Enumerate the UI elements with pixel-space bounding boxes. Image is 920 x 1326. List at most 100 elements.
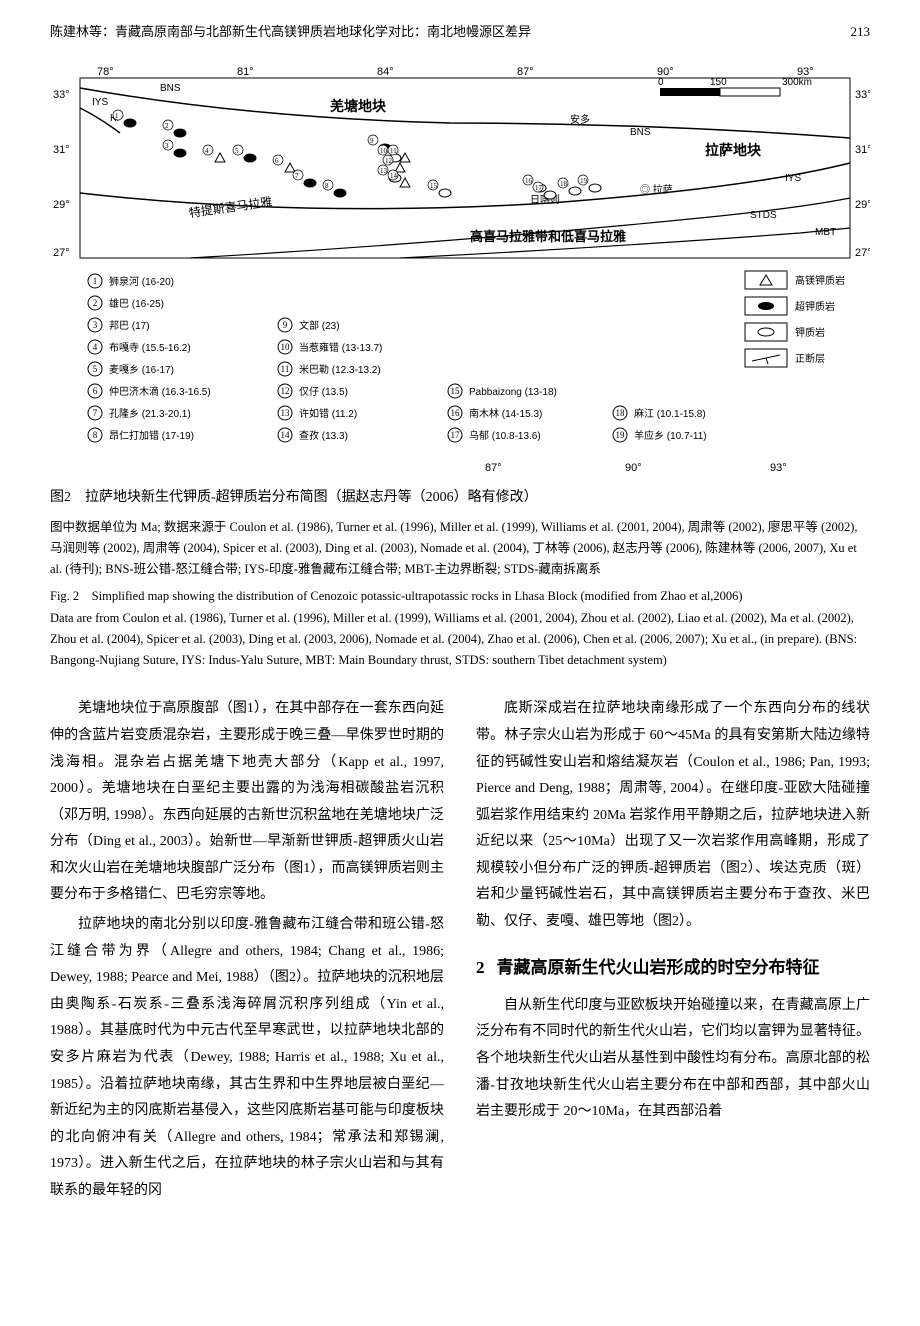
svg-text:87°: 87° <box>485 462 502 473</box>
svg-text:31°: 31° <box>53 144 70 156</box>
svg-text:19: 19 <box>580 177 588 185</box>
svg-text:狮泉河 (16-20): 狮泉河 (16-20) <box>109 275 174 288</box>
svg-text:31°: 31° <box>855 144 870 156</box>
left-column: 羌塘地块位于高原腹部（图1），在其中部存在一套东西向延伸的含蓝片岩变质混杂岩，主… <box>50 696 444 1207</box>
svg-text:16: 16 <box>525 177 533 185</box>
caption-en-detail: Data are from Coulon et al. (1986), Turn… <box>50 608 870 672</box>
figure-caption: 图2 拉萨地块新生代钾质-超钾质岩分布简图（据赵志丹等（2006）略有修改） 图… <box>50 485 870 671</box>
body-paragraph: 自从新生代印度与亚欧板块开始碰撞以来，在青藏高原上广泛分布有不同时代的新生代火山… <box>476 993 870 1126</box>
svg-text:3: 3 <box>165 142 169 150</box>
svg-text:33°: 33° <box>855 89 870 101</box>
svg-text:5: 5 <box>235 147 239 155</box>
svg-text:17: 17 <box>451 430 461 440</box>
body-paragraph: 羌塘地块位于高原腹部（图1），在其中部存在一套东西向延伸的含蓝片岩变质混杂岩，主… <box>50 696 444 909</box>
svg-text:33°: 33° <box>53 89 70 101</box>
svg-text:13: 13 <box>380 167 388 175</box>
svg-text:18: 18 <box>616 408 626 418</box>
svg-text:6: 6 <box>93 386 98 396</box>
svg-text:14: 14 <box>281 430 291 440</box>
page-number: 213 <box>851 20 871 43</box>
svg-text:IYS: IYS <box>785 173 801 184</box>
svg-text:78°: 78° <box>97 66 114 78</box>
svg-text:7: 7 <box>295 172 299 180</box>
svg-text:◎ 拉萨: ◎ 拉萨 <box>640 183 673 196</box>
svg-text:1: 1 <box>115 112 119 120</box>
svg-text:仅仔 (13.5): 仅仔 (13.5) <box>299 386 348 398</box>
svg-text:29°: 29° <box>855 199 870 211</box>
svg-text:羌塘地块: 羌塘地块 <box>330 98 387 115</box>
svg-text:特提斯喜马拉雅: 特提斯喜马拉雅 <box>188 194 273 221</box>
svg-text:许如错 (11.2): 许如错 (11.2) <box>299 407 357 420</box>
svg-text:2: 2 <box>165 122 169 130</box>
svg-text:11: 11 <box>390 147 397 155</box>
svg-text:雄巴 (16-25): 雄巴 (16-25) <box>109 297 164 310</box>
svg-text:19: 19 <box>616 430 626 440</box>
svg-text:150: 150 <box>710 77 727 88</box>
svg-text:0: 0 <box>658 77 664 88</box>
svg-text:麻江 (10.1-15.8): 麻江 (10.1-15.8) <box>634 407 706 420</box>
svg-text:5: 5 <box>93 364 98 374</box>
svg-text:10: 10 <box>380 147 388 155</box>
svg-text:羊应乡 (10.7-11): 羊应乡 (10.7-11) <box>634 429 707 442</box>
caption-en-title: Fig. 2 Simplified map showing the distri… <box>50 586 870 607</box>
svg-text:15: 15 <box>430 182 438 190</box>
svg-text:拉萨地块: 拉萨地块 <box>705 142 762 159</box>
svg-text:4: 4 <box>93 342 98 352</box>
svg-text:高喜马拉雅带和低喜马拉雅: 高喜马拉雅带和低喜马拉雅 <box>470 229 626 244</box>
svg-text:14: 14 <box>390 172 398 180</box>
svg-text:MBT: MBT <box>815 227 836 238</box>
svg-text:查孜 (13.3): 查孜 (13.3) <box>299 429 348 442</box>
svg-text:16: 16 <box>451 408 461 418</box>
svg-text:13: 13 <box>281 408 291 418</box>
svg-text:IYS: IYS <box>92 97 108 108</box>
body-paragraph: 底斯深成岩在拉萨地块南缘形成了一个东西向分布的线状带。林子宗火山岩为形成于 60… <box>476 696 870 935</box>
svg-text:29°: 29° <box>53 199 70 211</box>
svg-text:18: 18 <box>560 180 568 188</box>
svg-text:STDS: STDS <box>750 210 777 221</box>
svg-text:84°: 84° <box>377 66 394 78</box>
iys-suture <box>80 163 850 209</box>
svg-text:孔隆乡 (21.3-20.1): 孔隆乡 (21.3-20.1) <box>109 407 191 420</box>
svg-text:仲巴济木滴 (16.3-16.5): 仲巴济木滴 (16.3-16.5) <box>109 385 211 398</box>
svg-text:2: 2 <box>93 298 98 308</box>
section-number: 2 <box>476 954 485 981</box>
running-title: 陈建林等：青藏高原南部与北部新生代高镁钾质岩地球化学对比：南北地幔源区差异 <box>50 20 531 43</box>
page-header: 陈建林等：青藏高原南部与北部新生代高镁钾质岩地球化学对比：南北地幔源区差异 21… <box>50 20 870 43</box>
svg-text:27°: 27° <box>855 247 870 259</box>
svg-text:9: 9 <box>370 137 374 145</box>
svg-text:布嘎寺 (15.5-16.2): 布嘎寺 (15.5-16.2) <box>109 342 191 354</box>
svg-text:8: 8 <box>93 430 98 440</box>
svg-text:8: 8 <box>325 182 329 190</box>
svg-text:Pabbaizong (13-18): Pabbaizong (13-18) <box>469 387 557 398</box>
svg-text:文部 (23): 文部 (23) <box>299 319 340 332</box>
scale-bar: 0 150 300km <box>658 77 812 96</box>
caption-zh-detail: 图中数据单位为 Ma; 数据来源于 Coulon et al. (1986), … <box>50 517 870 581</box>
svg-text:BNS: BNS <box>630 127 651 138</box>
svg-text:12: 12 <box>385 157 393 165</box>
svg-text:超钾质岩: 超钾质岩 <box>795 300 835 313</box>
section-heading: 2 青藏高原新生代火山岩形成的时空分布特征 <box>476 954 870 981</box>
svg-text:1: 1 <box>93 276 98 286</box>
svg-text:3: 3 <box>93 320 98 330</box>
svg-text:27°: 27° <box>53 247 70 259</box>
svg-text:钾质岩: 钾质岩 <box>795 326 825 339</box>
svg-text:乌郁 (10.8-13.6): 乌郁 (10.8-13.6) <box>469 429 541 442</box>
svg-text:17: 17 <box>535 184 543 192</box>
svg-text:12: 12 <box>281 386 290 396</box>
map-svg-container: 78°81°84°87°90°93° 33°31°29°27° 33°31°29… <box>50 63 870 473</box>
body-text: 羌塘地块位于高原腹部（图1），在其中部存在一套东西向延伸的含蓝片岩变质混杂岩，主… <box>50 696 870 1207</box>
svg-text:90°: 90° <box>625 462 642 473</box>
right-column: 底斯深成岩在拉萨地块南缘形成了一个东西向分布的线状带。林子宗火山岩为形成于 60… <box>476 696 870 1207</box>
svg-text:米巴勒 (12.3-13.2): 米巴勒 (12.3-13.2) <box>299 363 381 376</box>
svg-text:9: 9 <box>283 320 288 330</box>
section-title: 青藏高原新生代火山岩形成的时空分布特征 <box>497 954 820 981</box>
svg-text:7: 7 <box>93 408 98 418</box>
svg-text:正断层: 正断层 <box>795 352 825 365</box>
svg-text:10: 10 <box>281 342 291 352</box>
caption-zh-title: 图2 拉萨地块新生代钾质-超钾质岩分布简图（据赵志丹等（2006）略有修改） <box>50 485 870 510</box>
svg-text:高镁钾质岩: 高镁钾质岩 <box>795 274 845 287</box>
svg-text:15: 15 <box>451 386 461 396</box>
svg-text:昂仁打加错 (17-19): 昂仁打加错 (17-19) <box>109 429 194 442</box>
svg-text:麦嘎乡 (16-17): 麦嘎乡 (16-17) <box>109 364 174 376</box>
svg-text:邦巴 (17): 邦巴 (17) <box>109 319 150 332</box>
